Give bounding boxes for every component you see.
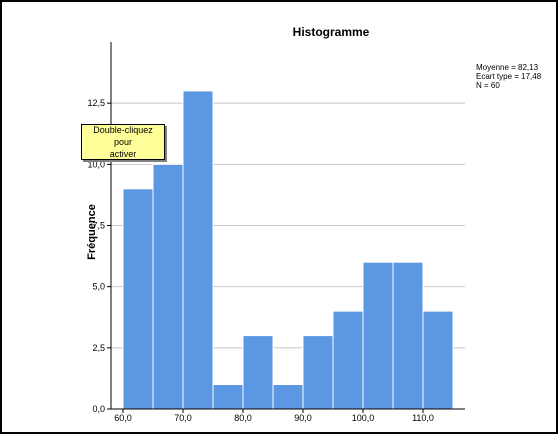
histogram-bar-6 — [302, 335, 334, 410]
tooltip-line-2: activer — [109, 149, 137, 159]
y-tick-label-2: 5,0 — [92, 282, 105, 292]
histogram-bar-3 — [212, 384, 244, 410]
histogram-bar-5 — [272, 384, 304, 410]
histogram-bar-8 — [362, 261, 394, 410]
stats-box: Moyenne = 82,13 Ecart type = 17,48 N = 6… — [476, 63, 542, 90]
y-axis-label: Fréquence — [86, 204, 98, 260]
x-tick-label-0: 60,0 — [114, 413, 132, 423]
axes — [107, 42, 465, 413]
tooltip-line-1: Double-cliquez pour — [93, 125, 153, 147]
stat-n: N = 60 — [476, 81, 500, 90]
histogram-bar-9 — [392, 261, 424, 410]
chart-title: Histogramme — [293, 25, 370, 39]
histogram-bar-4 — [242, 335, 274, 410]
stat-mean: Moyenne = 82,13 — [476, 63, 539, 72]
x-tick-label-4: 100,0 — [352, 413, 375, 423]
stat-std: Ecart type = 17,48 — [476, 72, 542, 81]
histogram-bar-10 — [422, 310, 454, 410]
y-tick-labels: 0,0 2,5 5,0 7,5 10,0 12,5 — [87, 98, 105, 414]
histogram-bar-2 — [182, 90, 214, 410]
histogram-bar-7 — [332, 310, 364, 410]
activate-tooltip[interactable]: Double-cliquez pour activer — [81, 124, 165, 160]
x-tick-label-5: 110,0 — [412, 413, 434, 423]
y-tick-label-4: 10,0 — [87, 159, 105, 169]
x-tick-labels: 60,0 70,0 80,0 90,0 100,0 110,0 — [114, 413, 434, 423]
y-tick-label-5: 12,5 — [87, 98, 105, 108]
histogram-bar-0 — [122, 188, 154, 410]
y-tick-label-3: 7,5 — [92, 221, 105, 231]
y-tick-label-0: 0,0 — [92, 404, 105, 414]
histogram-bar-1 — [152, 163, 184, 410]
x-tick-label-2: 80,0 — [234, 413, 252, 423]
histogram-bars — [122, 90, 454, 410]
y-tick-label-1: 2,5 — [92, 343, 105, 353]
x-tick-label-1: 70,0 — [174, 413, 192, 423]
x-tick-label-3: 90,0 — [294, 413, 312, 423]
